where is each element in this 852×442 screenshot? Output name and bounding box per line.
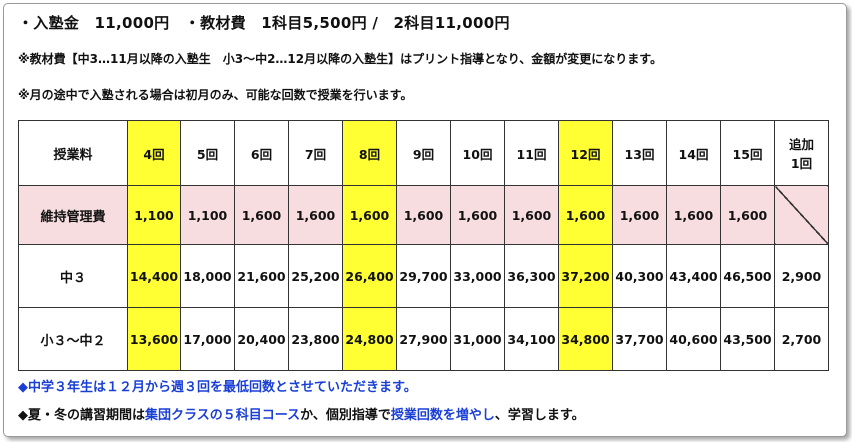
table-cell: 1,600 [504,185,559,245]
table-row-elem3-middle2: 小３～中２ 13,600 17,000 20,400 23,800 24,800… [18,307,829,371]
table-cell: 29,700 [396,244,451,308]
table-cell: 1,600 [612,185,667,245]
footer-text: 夏・冬の講習期間は [28,408,146,423]
header-cell: 10回 [450,120,505,186]
header-extra-line2: 1回 [790,156,813,171]
table-cell: 31,000 [450,307,505,371]
table-cell: 40,600 [666,307,721,371]
table-cell: 34,100 [504,307,559,371]
table-cell: 20,400 [234,307,289,371]
footer-text: か、個別指導で [300,408,391,423]
table-cell: 27,900 [396,307,451,371]
footer-highlight: 授業回数を増やし [390,408,495,423]
diamond-bullet-icon: ◆ [18,408,28,423]
table-cell: 43,400 [666,244,721,308]
table-cell: 1,600 [558,185,613,245]
table-cell: 37,700 [612,307,667,371]
header-cell: 15回 [720,120,775,186]
header-cell: 4回 [127,120,181,186]
footer-text: 、学習します。 [494,408,585,423]
table-header-row: 授業料 4回 5回 6回 7回 8回 9回 10回 11回 12回 13回 14… [18,120,829,186]
header-cell: 8回 [342,120,397,186]
header-cell: 6回 [234,120,289,186]
tuition-table: 授業料 4回 5回 6回 7回 8回 9回 10回 11回 12回 13回 14… [18,120,829,371]
header-cell: 14回 [666,120,721,186]
row-label: 小３～中２ [18,307,128,371]
table-cell: 33,000 [450,244,505,308]
table-cell: 23,800 [288,307,343,371]
header-cell: 7回 [288,120,343,186]
table-cell: 1,600 [666,185,721,245]
header-cell: 11回 [504,120,559,186]
table-cell: 1,600 [396,185,451,245]
empty-diagonal-cell [774,185,829,245]
header-extra-cell: 追加 1回 [774,120,829,186]
table-cell-extra: 2,900 [774,244,829,308]
table-cell: 1,600 [342,185,397,245]
row-label: 中３ [18,244,128,308]
header-cell: 9回 [396,120,451,186]
table-cell: 46,500 [720,244,775,308]
table-cell: 1,600 [288,185,343,245]
table-cell: 1,100 [127,185,181,245]
table-row-middle3: 中３ 14,400 18,000 21,600 25,200 26,400 29… [18,244,829,308]
table-cell: 24,800 [342,307,397,371]
diamond-bullet-icon: ◆ [18,380,28,395]
footer-highlight: 集団クラスの５科目コース [145,408,301,423]
footer-note-grade3-text: 中学３年生は１２月から週３回を最低回数とさせていただきます。 [28,380,417,395]
table-cell: 34,800 [558,307,613,371]
header-cell: 5回 [180,120,235,186]
footer-note-seasonal: ◆夏・冬の講習期間は集団クラスの５科目コースか、個別指導で授業回数を増やし、学習… [18,404,585,423]
table-cell: 43,500 [720,307,775,371]
table-cell: 26,400 [342,244,397,308]
table-cell: 1,100 [180,185,235,245]
header-extra-line1: 追加 [788,137,814,152]
header-cell: 13回 [612,120,667,186]
row-label: 維持管理費 [18,185,128,245]
table-cell: 1,600 [234,185,289,245]
material-fee-note: ※教材費【中3…11月以降の入塾生 小3～中2…12月以降の入塾生】はプリント指… [18,52,663,66]
footer-note-grade3: ◆中学３年生は１２月から週３回を最低回数とさせていただきます。 [18,376,417,395]
header-cell: 12回 [558,120,613,186]
table-cell-extra: 2,700 [774,307,829,371]
table-cell: 14,400 [127,244,181,308]
table-cell: 13,600 [127,307,181,371]
table-cell: 25,200 [288,244,343,308]
table-row-maintenance: 維持管理費 1,100 1,100 1,600 1,600 1,600 1,60… [18,185,829,245]
mid-month-note: ※月の途中で入塾される場合は初月のみ、可能な回数で授業を行います。 [18,88,413,102]
table-cell: 40,300 [612,244,667,308]
enrollment-fee-line: ・入塾金 11,000円 ・教材費 1科目5,500円 / 2科目11,000円 [18,14,510,32]
table-cell: 21,600 [234,244,289,308]
table-cell: 37,200 [558,244,613,308]
table-cell: 36,300 [504,244,559,308]
table-cell: 1,600 [450,185,505,245]
table-cell: 18,000 [180,244,235,308]
table-cell: 1,600 [720,185,775,245]
header-corner-label: 授業料 [18,120,128,186]
table-cell: 17,000 [180,307,235,371]
